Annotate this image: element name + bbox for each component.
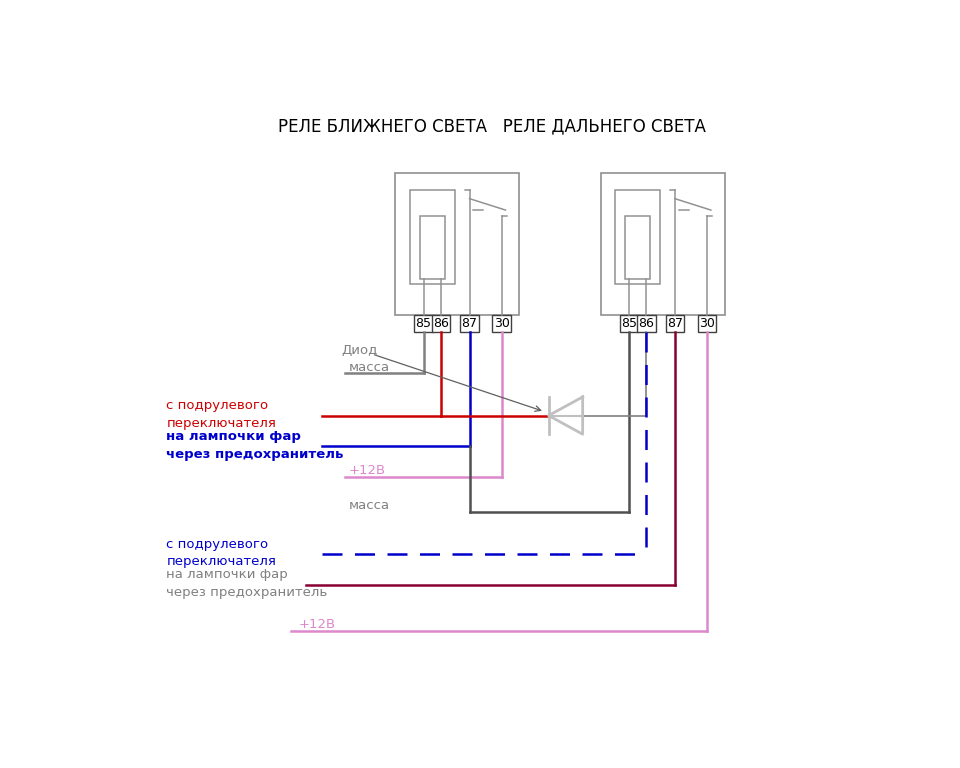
Bar bbox=[625, 217, 650, 280]
Text: Диод: Диод bbox=[341, 343, 377, 356]
Text: 30: 30 bbox=[699, 317, 715, 330]
Bar bbox=[615, 190, 660, 284]
Text: 85: 85 bbox=[416, 317, 432, 330]
Text: с подрулевого: с подрулевого bbox=[166, 538, 269, 551]
Text: 87: 87 bbox=[667, 317, 683, 330]
Bar bbox=[396, 173, 519, 316]
Bar bbox=[665, 316, 684, 333]
Text: через предохранитель: через предохранитель bbox=[166, 448, 344, 461]
Text: переключателя: переключателя bbox=[166, 417, 276, 430]
Text: 87: 87 bbox=[462, 317, 477, 330]
Bar bbox=[698, 316, 716, 333]
Bar bbox=[460, 316, 479, 333]
Bar bbox=[637, 316, 656, 333]
Bar bbox=[432, 316, 450, 333]
Bar bbox=[492, 316, 511, 333]
Text: на лампочки фар: на лампочки фар bbox=[166, 568, 288, 581]
Text: +12В: +12В bbox=[299, 618, 335, 631]
Bar bbox=[415, 316, 433, 333]
Text: на лампочки фар: на лампочки фар bbox=[166, 430, 301, 443]
Text: РЕЛЕ БЛИЖНЕГО СВЕТА   РЕЛЕ ДАЛЬНЕГО СВЕТА: РЕЛЕ БЛИЖНЕГО СВЕТА РЕЛЕ ДАЛЬНЕГО СВЕТА bbox=[278, 118, 706, 136]
Text: масса: масса bbox=[348, 360, 390, 373]
Bar bbox=[410, 190, 455, 284]
Text: 30: 30 bbox=[493, 317, 510, 330]
Text: через предохранитель: через предохранитель bbox=[166, 586, 327, 599]
Text: масса: масса bbox=[348, 499, 390, 512]
Bar bbox=[619, 316, 638, 333]
Text: 86: 86 bbox=[638, 317, 655, 330]
Bar bbox=[601, 173, 725, 316]
Text: 85: 85 bbox=[621, 317, 636, 330]
Text: переключателя: переключателя bbox=[166, 555, 276, 568]
Text: с подрулевого: с подрулевого bbox=[166, 399, 269, 412]
Text: 86: 86 bbox=[433, 317, 449, 330]
Text: +12В: +12В bbox=[348, 465, 386, 478]
Bar bbox=[420, 217, 444, 280]
